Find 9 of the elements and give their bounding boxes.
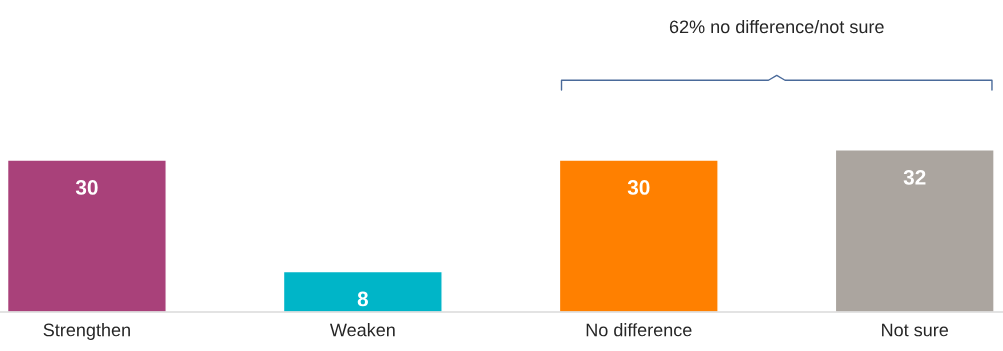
data-label: 32 <box>903 169 926 185</box>
x-tick-label: No difference <box>586 323 692 337</box>
x-tick-label: Not sure <box>882 323 949 337</box>
x-tick-label: Weaken <box>329 323 395 337</box>
data-label: 30 <box>75 180 98 195</box>
x-tick-label: Strengthen <box>43 323 130 340</box>
data-label: 30 <box>627 180 650 195</box>
text: 62% no difference/not sure <box>669 19 884 34</box>
data-label: 8 <box>357 291 368 307</box>
